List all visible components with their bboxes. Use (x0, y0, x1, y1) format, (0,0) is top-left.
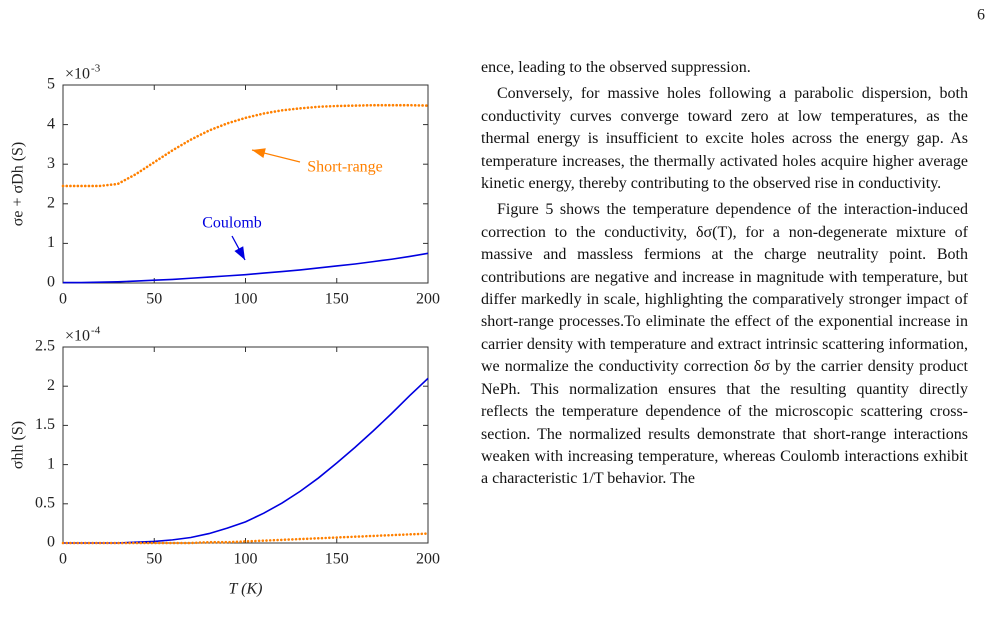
series-line (61, 532, 430, 545)
arrow-head (234, 246, 245, 260)
paragraph: Figure 5 shows the temperature dependenc… (481, 201, 968, 488)
plot-frame (62, 346, 429, 544)
x-tick-label: 0 (59, 291, 67, 308)
annotation: Short-range (307, 159, 383, 176)
x-tick-label: 50 (146, 291, 162, 308)
arrow-head (252, 148, 266, 159)
annotation: Coulomb (202, 215, 262, 232)
series-line (63, 252, 429, 284)
y-multiplier: ×10 (65, 66, 90, 83)
page-number: 6 (977, 7, 985, 24)
series-line (61, 103, 430, 188)
x-tick-label: 200 (416, 291, 440, 308)
y-tick-label: 1 (47, 455, 55, 472)
y-axis-label: σe + σDh (S) (10, 142, 27, 226)
y-tick-label: 0 (47, 274, 55, 291)
y-exponent: -3 (91, 63, 101, 75)
y-tick-label: 2 (47, 194, 55, 211)
y-axis-label: σhh (S) (10, 421, 27, 469)
y-tick-label: 0 (47, 534, 55, 551)
text-column: ence, leading to the observed suppressio… (481, 57, 968, 638)
y-tick-label: 5 (47, 76, 55, 93)
y-exponent: -4 (91, 325, 101, 337)
y-tick-label: 1 (47, 234, 55, 251)
y-tick-label: 1.5 (35, 416, 55, 433)
x-tick-label: 0 (59, 551, 67, 568)
x-axis-label: T (K) (229, 581, 263, 598)
x-tick-label: 50 (146, 551, 162, 568)
y-tick-label: 4 (47, 115, 55, 132)
x-tick-label: 200 (416, 551, 440, 568)
y-tick-label: 2 (47, 377, 55, 394)
y-tick-label: 3 (47, 155, 55, 172)
x-tick-label: 100 (234, 551, 258, 568)
y-tick-label: 2.5 (35, 338, 55, 355)
y-multiplier: ×10 (65, 328, 90, 345)
x-tick-label: 150 (325, 291, 349, 308)
x-tick-label: 100 (234, 291, 258, 308)
y-tick-label: 0.5 (35, 494, 55, 511)
paragraph: ence, leading to the observed suppressio… (481, 59, 751, 76)
paragraph: Conversely, for massive holes following … (481, 85, 968, 193)
x-tick-label: 150 (325, 551, 349, 568)
series-line (63, 377, 429, 544)
